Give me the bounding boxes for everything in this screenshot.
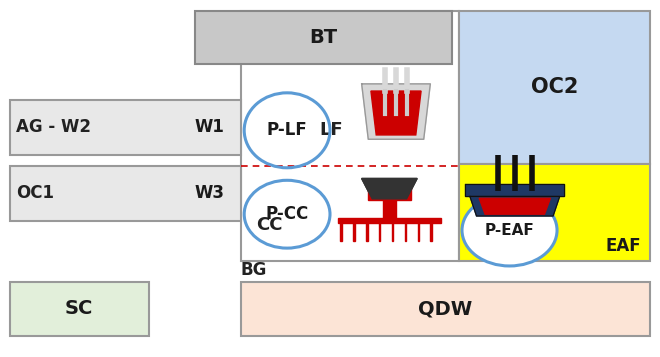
- Polygon shape: [362, 178, 417, 199]
- Polygon shape: [371, 91, 421, 135]
- Polygon shape: [418, 223, 419, 241]
- Polygon shape: [405, 223, 407, 241]
- Polygon shape: [341, 223, 342, 241]
- Ellipse shape: [462, 195, 557, 266]
- Polygon shape: [379, 223, 380, 241]
- Text: P-LF: P-LF: [267, 121, 308, 139]
- Text: SC: SC: [65, 299, 93, 318]
- Polygon shape: [366, 223, 368, 241]
- Bar: [459, 11, 650, 164]
- Text: W1: W1: [195, 119, 224, 136]
- Text: P-EAF: P-EAF: [484, 223, 535, 238]
- Polygon shape: [479, 198, 550, 214]
- Text: BG: BG: [241, 261, 267, 278]
- Bar: [241, 282, 650, 336]
- Bar: [10, 166, 241, 221]
- Polygon shape: [470, 196, 560, 216]
- Bar: [195, 11, 452, 64]
- Polygon shape: [392, 223, 393, 241]
- Polygon shape: [368, 178, 411, 200]
- Text: LF: LF: [319, 121, 343, 139]
- Text: P-CC: P-CC: [265, 205, 309, 223]
- Bar: [10, 282, 149, 336]
- Text: OC1: OC1: [16, 185, 55, 202]
- Polygon shape: [362, 178, 417, 199]
- Text: CC: CC: [256, 216, 282, 234]
- Polygon shape: [338, 218, 441, 223]
- Bar: [459, 164, 650, 261]
- Bar: [10, 100, 241, 155]
- Text: BT: BT: [310, 28, 337, 47]
- Polygon shape: [465, 184, 564, 196]
- Text: AG - W2: AG - W2: [16, 119, 92, 136]
- Text: W3: W3: [195, 185, 224, 202]
- Text: OC2: OC2: [531, 77, 578, 97]
- Polygon shape: [383, 199, 396, 218]
- Polygon shape: [430, 223, 432, 241]
- Text: QDW: QDW: [418, 299, 473, 318]
- Bar: [241, 11, 459, 261]
- Text: EAF: EAF: [606, 237, 642, 255]
- Polygon shape: [353, 223, 355, 241]
- Polygon shape: [362, 84, 430, 139]
